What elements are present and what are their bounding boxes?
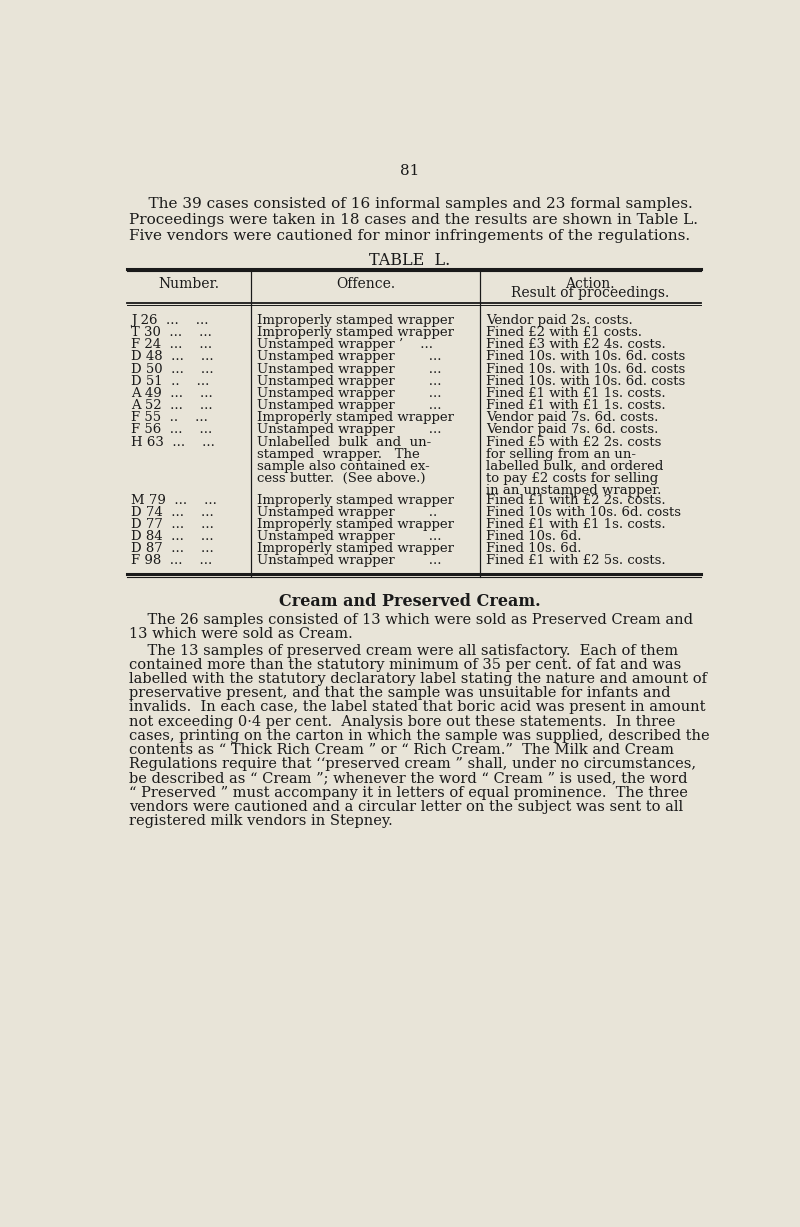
- Text: D 87  ...    ...: D 87 ... ...: [131, 542, 214, 555]
- Text: Fined 10s. with 10s. 6d. costs: Fined 10s. with 10s. 6d. costs: [486, 351, 685, 363]
- Text: D 48  ...    ...: D 48 ... ...: [131, 351, 214, 363]
- Text: to pay £2 costs for selling: to pay £2 costs for selling: [486, 472, 658, 485]
- Text: TABLE  L.: TABLE L.: [370, 253, 450, 270]
- Text: Unstamped wrapper        ...: Unstamped wrapper ...: [258, 363, 442, 375]
- Text: Improperly stamped wrapper: Improperly stamped wrapper: [258, 314, 454, 326]
- Text: 13 which were sold as Cream.: 13 which were sold as Cream.: [130, 627, 354, 640]
- Text: D 50  ...    ...: D 50 ... ...: [131, 363, 214, 375]
- Text: Unstamped wrapper ’    ...: Unstamped wrapper ’ ...: [258, 339, 434, 351]
- Text: Fined £1 with £1 1s. costs.: Fined £1 with £1 1s. costs.: [486, 399, 666, 412]
- Text: be described as “ Cream ”; whenever the word “ Cream ” is used, the word: be described as “ Cream ”; whenever the …: [130, 772, 688, 785]
- Text: labelled with the statutory declaratory label stating the nature and amount of: labelled with the statutory declaratory …: [130, 672, 707, 686]
- Text: The 13 samples of preserved cream were all satisfactory.  Each of them: The 13 samples of preserved cream were a…: [130, 643, 678, 658]
- Text: The 26 samples consisted of 13 which were sold as Preserved Cream and: The 26 samples consisted of 13 which wer…: [130, 612, 694, 627]
- Text: Unstamped wrapper        ...: Unstamped wrapper ...: [258, 399, 442, 412]
- Text: H 63  ...    ...: H 63 ... ...: [131, 436, 215, 449]
- Text: Fined £1 with £1 1s. costs.: Fined £1 with £1 1s. costs.: [486, 518, 666, 531]
- Text: Fined £2 with £1 costs.: Fined £2 with £1 costs.: [486, 326, 642, 339]
- Text: Vendor paid 2s. costs.: Vendor paid 2s. costs.: [486, 314, 633, 326]
- Text: Unstamped wrapper        ...: Unstamped wrapper ...: [258, 423, 442, 437]
- Text: cess butter.  (See above.): cess butter. (See above.): [258, 472, 426, 485]
- Text: D 51  ..    ...: D 51 .. ...: [131, 374, 210, 388]
- Text: Unstamped wrapper        ..: Unstamped wrapper ..: [258, 506, 438, 519]
- Text: Unlabelled  bulk  and  un-: Unlabelled bulk and un-: [258, 436, 431, 449]
- Text: D 77  ...    ...: D 77 ... ...: [131, 518, 214, 531]
- Text: Unstamped wrapper        ...: Unstamped wrapper ...: [258, 374, 442, 388]
- Text: Vendor paid 7s. 6d. costs.: Vendor paid 7s. 6d. costs.: [486, 411, 658, 425]
- Text: Cream and Preserved Cream.: Cream and Preserved Cream.: [279, 593, 541, 610]
- Text: Improperly stamped wrapper: Improperly stamped wrapper: [258, 326, 454, 339]
- Text: D 74  ...    ...: D 74 ... ...: [131, 506, 214, 519]
- Text: A 49  ...    ...: A 49 ... ...: [131, 387, 213, 400]
- Text: Fined 10s. with 10s. 6d. costs: Fined 10s. with 10s. 6d. costs: [486, 363, 685, 375]
- Text: cases, printing on the carton in which the sample was supplied, described the: cases, printing on the carton in which t…: [130, 729, 710, 744]
- Text: Five vendors were cautioned for minor infringements of the regulations.: Five vendors were cautioned for minor in…: [130, 229, 690, 243]
- Text: sample also contained ex-: sample also contained ex-: [258, 460, 430, 472]
- Text: Unstamped wrapper        ...: Unstamped wrapper ...: [258, 387, 442, 400]
- Text: Fined 10s with 10s. 6d. costs: Fined 10s with 10s. 6d. costs: [486, 506, 681, 519]
- Text: preservative present, and that the sample was unsuitable for infants and: preservative present, and that the sampl…: [130, 686, 671, 701]
- Text: for selling from an un-: for selling from an un-: [486, 448, 636, 461]
- Text: Unstamped wrapper        ...: Unstamped wrapper ...: [258, 555, 442, 567]
- Text: T 30  ...    ...: T 30 ... ...: [131, 326, 212, 339]
- Text: F 24  ...    ...: F 24 ... ...: [131, 339, 212, 351]
- Text: Fined £1 with £2 5s. costs.: Fined £1 with £2 5s. costs.: [486, 555, 666, 567]
- Text: Improperly stamped wrapper: Improperly stamped wrapper: [258, 518, 454, 531]
- Text: F 56  ...    ...: F 56 ... ...: [131, 423, 212, 437]
- Text: stamped  wrapper.   The: stamped wrapper. The: [258, 448, 420, 461]
- Text: Result of proceedings.: Result of proceedings.: [511, 286, 670, 301]
- Text: Fined 10s. 6d.: Fined 10s. 6d.: [486, 530, 582, 544]
- Text: contents as “ Thick Rich Cream ” or “ Rich Cream.”  The Milk and Cream: contents as “ Thick Rich Cream ” or “ Ri…: [130, 744, 674, 757]
- Text: A 52  ...    ...: A 52 ... ...: [131, 399, 213, 412]
- Text: J 26  ...    ...: J 26 ... ...: [131, 314, 209, 326]
- Text: Fined £1 with £2 2s. costs.: Fined £1 with £2 2s. costs.: [486, 493, 666, 507]
- Text: registered milk vendors in Stepney.: registered milk vendors in Stepney.: [130, 815, 394, 828]
- Text: Improperly stamped wrapper: Improperly stamped wrapper: [258, 542, 454, 555]
- Text: Regulations require that ‘‘preserved cream ” shall, under no circumstances,: Regulations require that ‘‘preserved cre…: [130, 757, 697, 772]
- Text: 81: 81: [400, 164, 420, 178]
- Text: Unstamped wrapper        ...: Unstamped wrapper ...: [258, 351, 442, 363]
- Text: D 84  ...    ...: D 84 ... ...: [131, 530, 214, 544]
- Text: not exceeding 0·4 per cent.  Analysis bore out these statements.  In three: not exceeding 0·4 per cent. Analysis bor…: [130, 715, 676, 729]
- Text: invalids.  In each case, the label stated that boric acid was present in amount: invalids. In each case, the label stated…: [130, 701, 706, 714]
- Text: Fined £5 with £2 2s. costs: Fined £5 with £2 2s. costs: [486, 436, 662, 449]
- Text: Number.: Number.: [158, 277, 220, 291]
- Text: Fined 10s. with 10s. 6d. costs: Fined 10s. with 10s. 6d. costs: [486, 374, 685, 388]
- Text: Improperly stamped wrapper: Improperly stamped wrapper: [258, 493, 454, 507]
- Text: Proceedings were taken in 18 cases and the results are shown in Table L.: Proceedings were taken in 18 cases and t…: [130, 213, 698, 227]
- Text: Fined £3 with £2 4s. costs.: Fined £3 with £2 4s. costs.: [486, 339, 666, 351]
- Text: vendors were cautioned and a circular letter on the subject was sent to all: vendors were cautioned and a circular le…: [130, 800, 683, 815]
- Text: Vendor paid 7s. 6d. costs.: Vendor paid 7s. 6d. costs.: [486, 423, 658, 437]
- Text: in an unstamped wrapper.: in an unstamped wrapper.: [486, 485, 662, 497]
- Text: F 55  ..    ...: F 55 .. ...: [131, 411, 208, 425]
- Text: “ Preserved ” must accompany it in letters of equal prominence.  The three: “ Preserved ” must accompany it in lette…: [130, 787, 688, 800]
- Text: labelled bulk, and ordered: labelled bulk, and ordered: [486, 460, 663, 472]
- Text: Unstamped wrapper        ...: Unstamped wrapper ...: [258, 530, 442, 544]
- Text: contained more than the statutory minimum of 35 per cent. of fat and was: contained more than the statutory minimu…: [130, 658, 682, 671]
- Text: Action.: Action.: [566, 277, 615, 291]
- Text: Fined £1 with £1 1s. costs.: Fined £1 with £1 1s. costs.: [486, 387, 666, 400]
- Text: M 79  ...    ...: M 79 ... ...: [131, 493, 217, 507]
- Text: The 39 cases consisted of 16 informal samples and 23 formal samples.: The 39 cases consisted of 16 informal sa…: [130, 198, 693, 211]
- Text: Improperly stamped wrapper: Improperly stamped wrapper: [258, 411, 454, 425]
- Text: Offence.: Offence.: [336, 277, 395, 291]
- Text: F 98  ...    ...: F 98 ... ...: [131, 555, 212, 567]
- Text: Fined 10s. 6d.: Fined 10s. 6d.: [486, 542, 582, 555]
